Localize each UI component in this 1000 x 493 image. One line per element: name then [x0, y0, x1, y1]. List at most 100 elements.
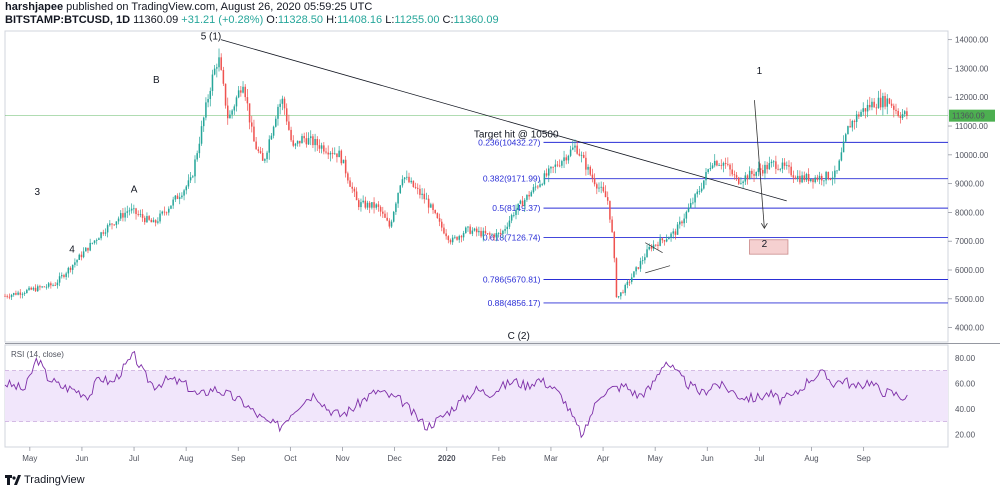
- rsi-axis-label-3: 20.00: [955, 430, 976, 439]
- candle-body: [807, 174, 810, 182]
- candle-body: [786, 165, 788, 167]
- candle-body: [816, 177, 819, 180]
- candle-body: [615, 258, 618, 298]
- candle-body: [829, 178, 832, 180]
- candle-body: [545, 173, 548, 176]
- wave-annotation-4: A: [131, 184, 138, 195]
- candle-body: [8, 296, 11, 298]
- candle-body: [360, 202, 362, 208]
- candle-body: [133, 208, 135, 210]
- candle-body: [283, 98, 286, 109]
- candle-body: [307, 138, 310, 145]
- candle-body: [788, 165, 790, 167]
- candle-body: [196, 153, 198, 160]
- projection-arrow-line: [754, 100, 765, 229]
- open-value: 11328.50: [277, 14, 323, 26]
- candle-body: [403, 177, 406, 180]
- candle-body: [460, 236, 463, 238]
- candle-body: [432, 204, 434, 211]
- candle-body: [292, 140, 295, 146]
- wave-annotation-5: Target hit @ 10500: [474, 130, 559, 141]
- candle-body: [539, 184, 541, 187]
- price-axis-label-2: 12000.00: [955, 93, 989, 102]
- candle-body: [209, 90, 212, 100]
- candle-body: [836, 170, 838, 172]
- price-change: +31.21 (+0.28%): [181, 14, 264, 26]
- candle-body: [275, 118, 277, 127]
- candle-body: [851, 120, 854, 128]
- candle-body: [375, 204, 378, 208]
- candle-body: [598, 187, 600, 189]
- candle-body: [266, 152, 268, 160]
- candle-body: [200, 126, 203, 144]
- candle-body: [713, 160, 716, 166]
- candle-body: [753, 174, 755, 176]
- candle-body: [628, 281, 631, 283]
- candle-body: [135, 208, 137, 215]
- candle-body: [314, 139, 316, 146]
- candle-body: [665, 239, 668, 242]
- candle-body: [58, 276, 61, 283]
- author-name[interactable]: harshjapee: [5, 1, 64, 13]
- candle-body: [849, 126, 851, 128]
- rsi-band: [5, 370, 948, 422]
- time-axis-label-1: Jun: [75, 454, 88, 463]
- candle-body: [240, 90, 242, 93]
- wave-annotation-7: 1: [757, 66, 763, 77]
- candle-body: [399, 185, 402, 193]
- candle-body: [176, 195, 179, 199]
- candle-body: [257, 149, 260, 152]
- candle-body: [796, 175, 799, 180]
- candle-body: [877, 97, 880, 109]
- candle-body: [288, 121, 290, 130]
- candle-body: [61, 275, 63, 277]
- candle-body: [720, 165, 723, 167]
- candle-body: [111, 223, 113, 225]
- candle-body: [521, 200, 524, 207]
- candle-body: [735, 175, 738, 178]
- candle-body: [576, 145, 578, 154]
- candle-body: [154, 220, 157, 223]
- candle-body: [670, 233, 672, 238]
- fib-label-1: 0.382(9171.99): [483, 174, 541, 184]
- candle-body: [316, 139, 319, 146]
- candle-body: [362, 200, 364, 203]
- candle-body: [150, 219, 153, 223]
- candle-body: [423, 193, 426, 200]
- candle-body: [886, 98, 889, 107]
- candle-body: [368, 202, 371, 208]
- candle-body: [899, 115, 902, 119]
- candle-body: [630, 277, 633, 282]
- candle-body: [207, 99, 209, 103]
- symbol-label[interactable]: BITSTAMP:BTCUSD, 1D: [5, 14, 131, 26]
- candle-body: [895, 109, 897, 111]
- rsi-line: [4, 350, 908, 439]
- candle-body: [475, 228, 478, 233]
- candle-body: [443, 227, 445, 234]
- tradingview-logo-icon: [5, 475, 21, 486]
- candle-body: [508, 220, 511, 227]
- candle-body: [724, 163, 727, 164]
- price-axis-label-8: 6000.00: [955, 266, 984, 275]
- candle-body: [63, 275, 65, 277]
- candle-body: [827, 171, 830, 179]
- candle-body: [395, 203, 397, 212]
- candle-body: [547, 168, 550, 176]
- candle-body: [148, 216, 150, 220]
- candle-body: [237, 90, 240, 98]
- candle-body: [78, 254, 81, 260]
- candle-body: [888, 98, 891, 104]
- candle-body: [775, 161, 777, 169]
- candle-body: [54, 285, 56, 286]
- time-axis-label-13: Jun: [701, 454, 714, 463]
- time-axis-label-14: Jul: [754, 454, 764, 463]
- candle-body: [465, 227, 467, 234]
- candle-body: [820, 175, 823, 181]
- rsi-title: RSI (14, close): [11, 350, 64, 359]
- candle-body: [663, 240, 666, 242]
- tradingview-branding[interactable]: TradingView: [5, 474, 85, 486]
- candle-body: [620, 292, 622, 297]
- candle-body: [4, 295, 6, 297]
- candle-body: [410, 180, 412, 183]
